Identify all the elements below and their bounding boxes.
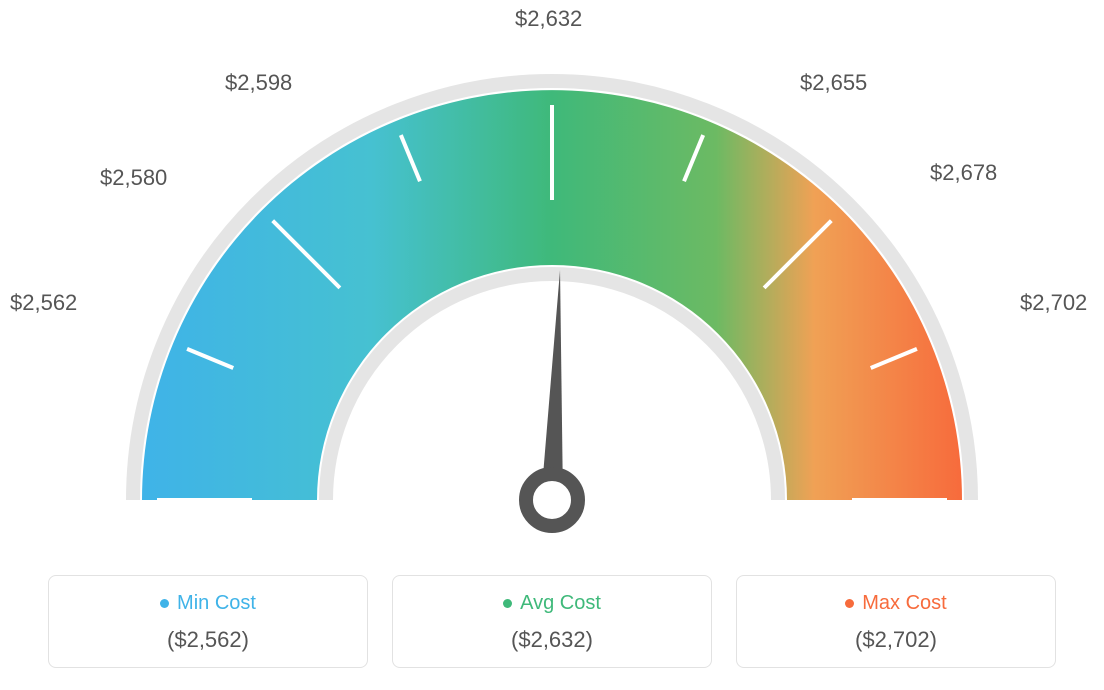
legend-row: Min Cost ($2,562) Avg Cost ($2,632) Max … bbox=[0, 575, 1104, 668]
gauge-tick-label: $2,598 bbox=[225, 70, 292, 96]
gauge-tick-label: $2,562 bbox=[10, 290, 77, 316]
legend-title-row: Max Cost bbox=[845, 592, 946, 615]
legend-title-max: Max Cost bbox=[862, 592, 946, 615]
gauge-tick-label: $2,655 bbox=[800, 70, 867, 96]
gauge-tick-label: $2,580 bbox=[100, 165, 167, 191]
dot-avg bbox=[503, 599, 512, 608]
legend-title-row: Min Cost bbox=[160, 592, 256, 615]
gauge-tick-label: $2,702 bbox=[1020, 290, 1087, 316]
legend-value-min: ($2,562) bbox=[167, 627, 249, 653]
legend-value-max: ($2,702) bbox=[855, 627, 937, 653]
legend-card-min: Min Cost ($2,562) bbox=[48, 575, 368, 668]
gauge-chart-container: $2,562 $2,580 $2,598 $2,632 $2,655 $2,678 $2,7… bbox=[0, 0, 1104, 690]
dot-min bbox=[160, 599, 169, 608]
legend-title-min: Min Cost bbox=[177, 592, 256, 615]
legend-value-avg: ($2,632) bbox=[511, 627, 593, 653]
legend-card-avg: Avg Cost ($2,632) bbox=[392, 575, 712, 668]
legend-title-row: Avg Cost bbox=[503, 592, 601, 615]
legend-card-max: Max Cost ($2,702) bbox=[736, 575, 1056, 668]
legend-title-avg: Avg Cost bbox=[520, 592, 601, 615]
dot-max bbox=[845, 599, 854, 608]
gauge-area: $2,562 $2,580 $2,598 $2,632 $2,655 $2,678 $2,7… bbox=[0, 0, 1104, 560]
gauge-svg bbox=[0, 20, 1104, 580]
gauge-tick-label: $2,632 bbox=[515, 6, 582, 32]
gauge-tick-label: $2,678 bbox=[930, 160, 997, 186]
